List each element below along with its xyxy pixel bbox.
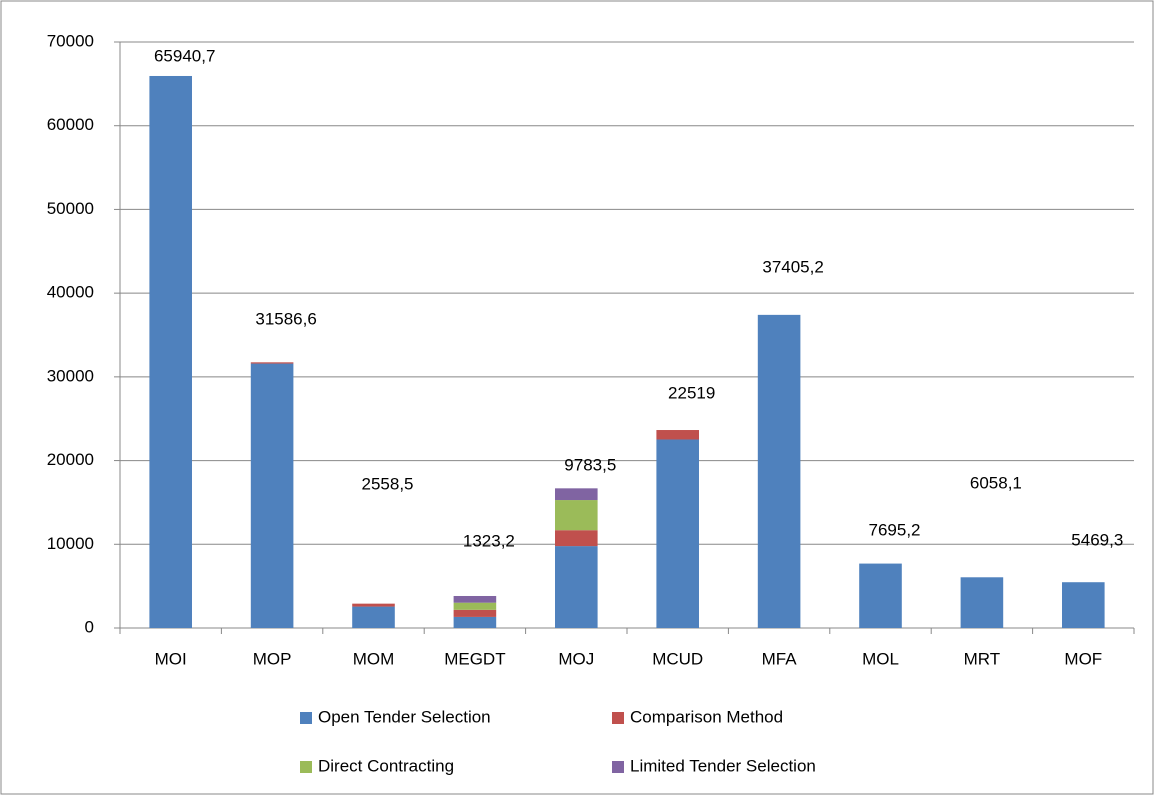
bar-segment [555,488,598,501]
bar-segment [656,430,699,440]
data-label: 7695,2 [869,520,921,539]
bar-segment [250,362,294,364]
data-label: 6058,1 [970,473,1022,492]
data-label: 65940,7 [154,46,215,65]
y-tick-label: 0 [85,617,94,636]
bar-segment [453,595,497,603]
legend-swatch [612,761,624,773]
y-tick-label: 70000 [47,31,94,50]
legend-label: Open Tender Selection [318,707,491,726]
legend-label: Direct Contracting [318,756,454,775]
bar-segment [859,563,902,628]
x-tick-label: MOF [1064,649,1102,668]
legend-swatch [612,712,624,724]
x-tick-label: MEGDT [444,649,505,668]
x-tick-label: MFA [762,649,798,668]
legend-swatch [300,712,312,724]
bar-segment [453,609,497,617]
data-label: 22519 [668,383,715,402]
data-label: 37405,2 [762,257,823,276]
bar-segment [757,314,801,628]
bar-segment [1062,582,1105,628]
y-tick-label: 40000 [47,283,94,302]
y-tick-label: 50000 [47,199,94,218]
y-tick-label: 10000 [47,534,94,553]
bar-segment [250,363,294,628]
bar-segment [555,546,598,628]
x-tick-label: MOM [353,649,395,668]
x-tick-label: MOP [253,649,292,668]
y-tick-label: 20000 [47,450,94,469]
data-label: 31586,6 [255,309,316,328]
bar-segment [149,75,192,629]
bar-segment [555,530,598,547]
legend-label: Comparison Method [630,707,783,726]
data-label: 1323,2 [463,531,515,550]
legend-swatch [300,761,312,773]
bar-segment [656,439,699,628]
bar-segment [352,603,395,607]
bar-segment [453,616,497,628]
x-tick-label: MOJ [558,649,594,668]
bar-segment [453,602,497,610]
legend-label: Limited Tender Selection [630,756,816,775]
x-tick-label: MRT [964,649,1001,668]
x-tick-label: MOL [862,649,899,668]
data-label: 5469,3 [1071,530,1123,549]
bar-segment [555,500,598,531]
bar-segment [352,606,395,628]
bar-segment [960,577,1004,628]
data-label: 2558,5 [362,474,414,493]
x-tick-label: MCUD [652,649,703,668]
y-tick-label: 30000 [47,366,94,385]
y-tick-label: 60000 [47,115,94,134]
x-tick-label: MOI [155,649,187,668]
data-label: 9783,5 [564,455,616,474]
